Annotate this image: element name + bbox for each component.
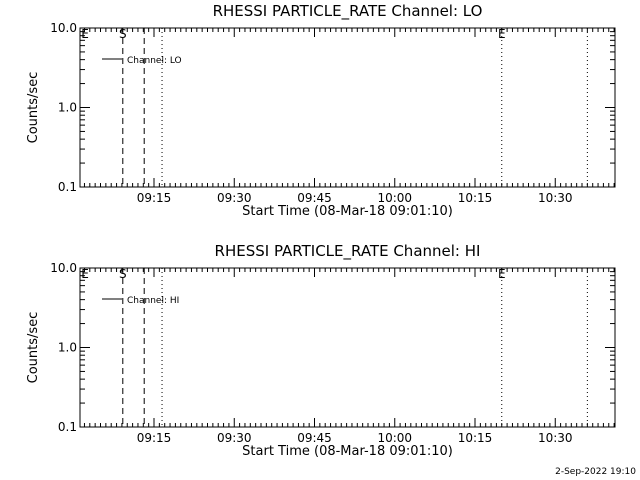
footer-timestamp: 2-Sep-2022 19:10 <box>555 467 636 477</box>
x-tick-label: 10:30 <box>538 431 573 445</box>
y-tick-label: 0.1 <box>58 420 77 434</box>
y-tick-label: 0.1 <box>58 180 77 194</box>
x-tick-label: 09:45 <box>297 191 332 205</box>
x-axis-label: Start Time (08-Mar-18 09:01:10) <box>242 204 453 219</box>
chart-title: RHESSI PARTICLE_RATE Channel: HI <box>215 242 481 261</box>
edge-marker-label: E <box>81 267 89 281</box>
x-tick-label: 10:15 <box>458 191 493 205</box>
marker-label: S <box>119 267 127 281</box>
chart-panel-2: RHESSI PARTICLE_RATE Channel: HI 0.1 1.0 10… <box>26 242 616 459</box>
y-axis-label: Counts/sec <box>26 72 41 144</box>
y-axis-label: Counts/sec <box>26 312 41 384</box>
legend-label: Channel: LO <box>127 56 182 66</box>
x-tick-label: 09:45 <box>297 431 332 445</box>
x-axis-label: Start Time (08-Mar-18 09:01:10) <box>242 444 453 459</box>
x-tick-label: 09:15 <box>137 431 172 445</box>
x-tick-label: 10:15 <box>458 431 493 445</box>
edge-marker-label: E <box>81 27 89 41</box>
y-tick-label: 10.0 <box>50 261 77 275</box>
x-tick-label: 10:00 <box>377 191 412 205</box>
legend-label: Channel: HI <box>127 296 179 306</box>
y-tick-label: 1.0 <box>58 341 77 355</box>
marker-label: E <box>498 27 506 41</box>
y-tick-label: 1.0 <box>58 101 77 115</box>
x-tick-label: 10:00 <box>377 431 412 445</box>
x-tick-label: 10:30 <box>538 191 573 205</box>
chart-title: RHESSI PARTICLE_RATE Channel: LO <box>213 2 483 21</box>
x-tick-label: 09:30 <box>217 191 252 205</box>
plot-frame <box>79 267 616 428</box>
chart-panel-1: RHESSI PARTICLE_RATE Channel: LO 0.1 1.0 10… <box>26 2 616 219</box>
plot-frame <box>79 27 616 188</box>
y-tick-label: 10.0 <box>50 21 77 35</box>
x-tick-label: 09:15 <box>137 191 172 205</box>
marker-label: S <box>119 27 127 41</box>
marker-label: E <box>498 267 506 281</box>
x-tick-label: 09:30 <box>217 431 252 445</box>
